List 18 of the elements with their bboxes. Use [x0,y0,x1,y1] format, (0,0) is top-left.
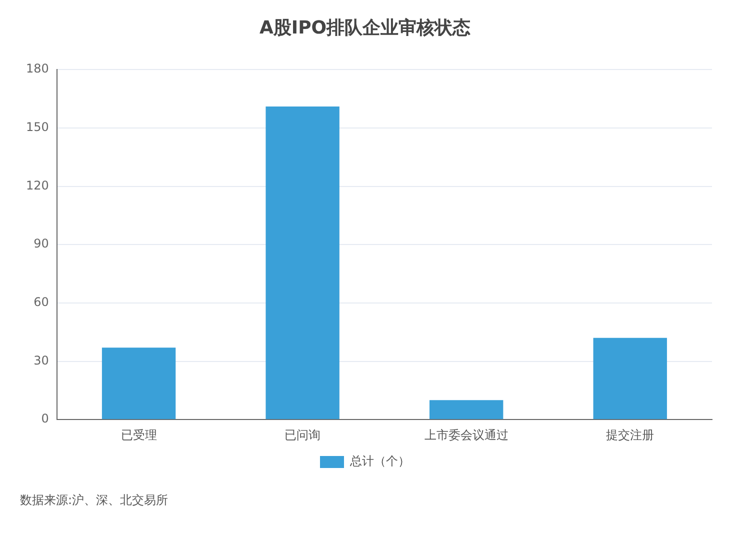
bar [593,338,667,420]
y-tick-label: 0 [41,412,49,426]
bar [266,106,340,420]
x-tick-label: 提交注册 [606,428,654,442]
x-tick-label: 上市委会议通过 [424,428,508,442]
y-tick-label: 180 [26,62,49,76]
y-tick-label: 30 [34,353,49,368]
y-tick-label: 120 [26,178,49,192]
chart-title: A股IPO排队企业审核状态 [259,17,471,38]
source-note: 数据来源:沪、深、北交易所 [20,492,170,509]
y-tick-label: 90 [34,236,49,251]
legend-label: 总计（个） [349,454,410,468]
bar [102,348,176,420]
y-tick-label: 150 [26,120,49,134]
x-tick-label: 已问询 [284,428,321,442]
y-tick-label: 60 [34,295,49,310]
bar [429,400,504,420]
x-tick-label: 已受理 [120,428,157,442]
